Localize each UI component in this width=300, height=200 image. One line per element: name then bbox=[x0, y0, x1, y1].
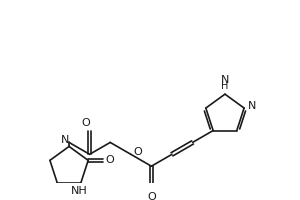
Text: O: O bbox=[134, 147, 142, 157]
Text: H: H bbox=[221, 81, 229, 91]
Text: O: O bbox=[82, 118, 90, 128]
Text: NH: NH bbox=[71, 186, 87, 196]
Text: O: O bbox=[147, 192, 156, 200]
Text: N: N bbox=[61, 135, 70, 145]
Text: N: N bbox=[221, 75, 229, 85]
Text: N: N bbox=[248, 101, 256, 111]
Text: O: O bbox=[106, 155, 115, 165]
